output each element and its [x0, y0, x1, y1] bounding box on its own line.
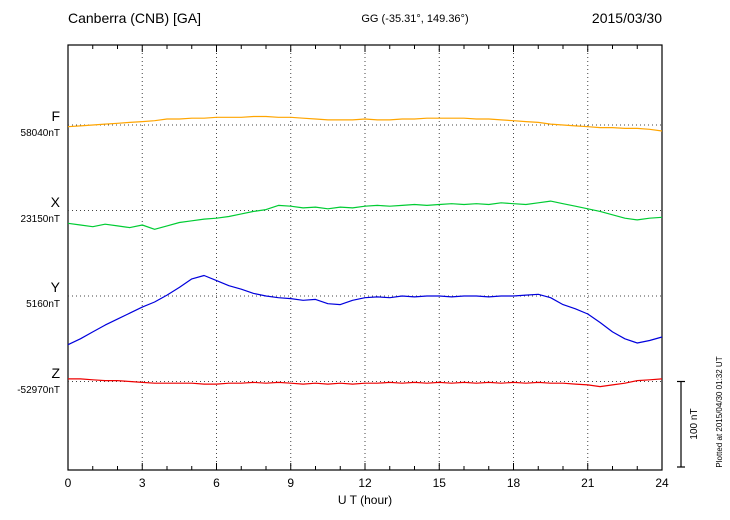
series-label-f: F — [51, 108, 60, 124]
trace-Y — [67, 274, 663, 346]
trace-Z — [68, 378, 663, 388]
series-label-x: X — [51, 194, 61, 210]
x-tick-label: 24 — [655, 476, 669, 490]
x-tick-label: 18 — [507, 476, 521, 490]
scale-bar-label: 100 nT — [689, 408, 700, 439]
x-tick-label: 0 — [65, 476, 72, 490]
x-axis-label: U T (hour) — [338, 493, 392, 507]
series-basevalue-y: 5160nT — [26, 299, 60, 310]
series-basevalue-f: 58040nT — [21, 128, 60, 139]
series-label-z: Z — [51, 365, 60, 381]
scale-bar-layer — [677, 380, 685, 468]
gg-coordinates: GG (-35.31°, 149.36°) — [361, 13, 468, 25]
trace-F — [67, 115, 663, 132]
series-label-y: Y — [51, 279, 61, 295]
x-tick-label: 3 — [139, 476, 146, 490]
trace-layer — [67, 115, 663, 388]
x-tick-label: 9 — [287, 476, 294, 490]
tick-label-layer: 0 3 6 9 12 15 18 21 24 — [65, 476, 669, 490]
series-basevalue-x: 23150nT — [21, 214, 60, 225]
grid-layer — [68, 45, 662, 470]
tick-layer — [67, 45, 663, 470]
station-title: Canberra (CNB) [GA] — [68, 10, 201, 26]
x-tick-label: 12 — [358, 476, 372, 490]
x-tick-label: 6 — [213, 476, 220, 490]
series-basevalue-z: -52970nT — [17, 385, 60, 396]
x-tick-label: 15 — [433, 476, 447, 490]
trace-X — [67, 200, 663, 230]
plotted-at-note: Plotted at 2015/04/30 01:32 UT — [715, 356, 724, 467]
plot-date: 2015/03/30 — [592, 10, 662, 26]
x-tick-label: 21 — [581, 476, 595, 490]
